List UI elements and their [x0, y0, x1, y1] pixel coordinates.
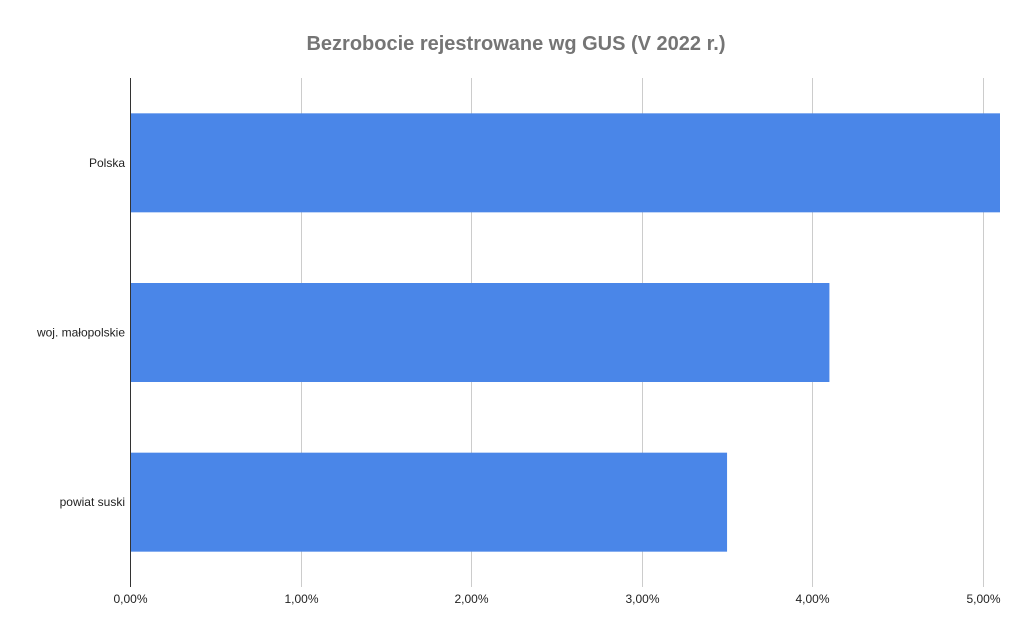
x-tick-label: 0,00%: [113, 592, 147, 606]
chart-title: Bezrobocie rejestrowane wg GUS (V 2022 r…: [306, 33, 726, 55]
x-tick-label: 1,00%: [284, 592, 318, 606]
category-label: Polska: [89, 156, 125, 170]
category-labels: Polska woj. małopolskie powiat suski: [36, 156, 125, 509]
bars: [130, 113, 1000, 552]
category-label: woj. małopolskie: [36, 326, 125, 340]
x-tick-label: 5,00%: [966, 592, 1000, 606]
x-tick-label: 2,00%: [454, 592, 488, 606]
category-label: powiat suski: [60, 495, 125, 509]
x-tick-label: 3,00%: [625, 592, 659, 606]
bar: [130, 113, 1000, 213]
x-tick-label: 4,00%: [795, 592, 829, 606]
bar: [130, 283, 830, 382]
x-tick-labels: 0,00% 1,00% 2,00% 3,00% 4,00% 5,00%: [113, 592, 1000, 606]
bar: [130, 452, 728, 552]
